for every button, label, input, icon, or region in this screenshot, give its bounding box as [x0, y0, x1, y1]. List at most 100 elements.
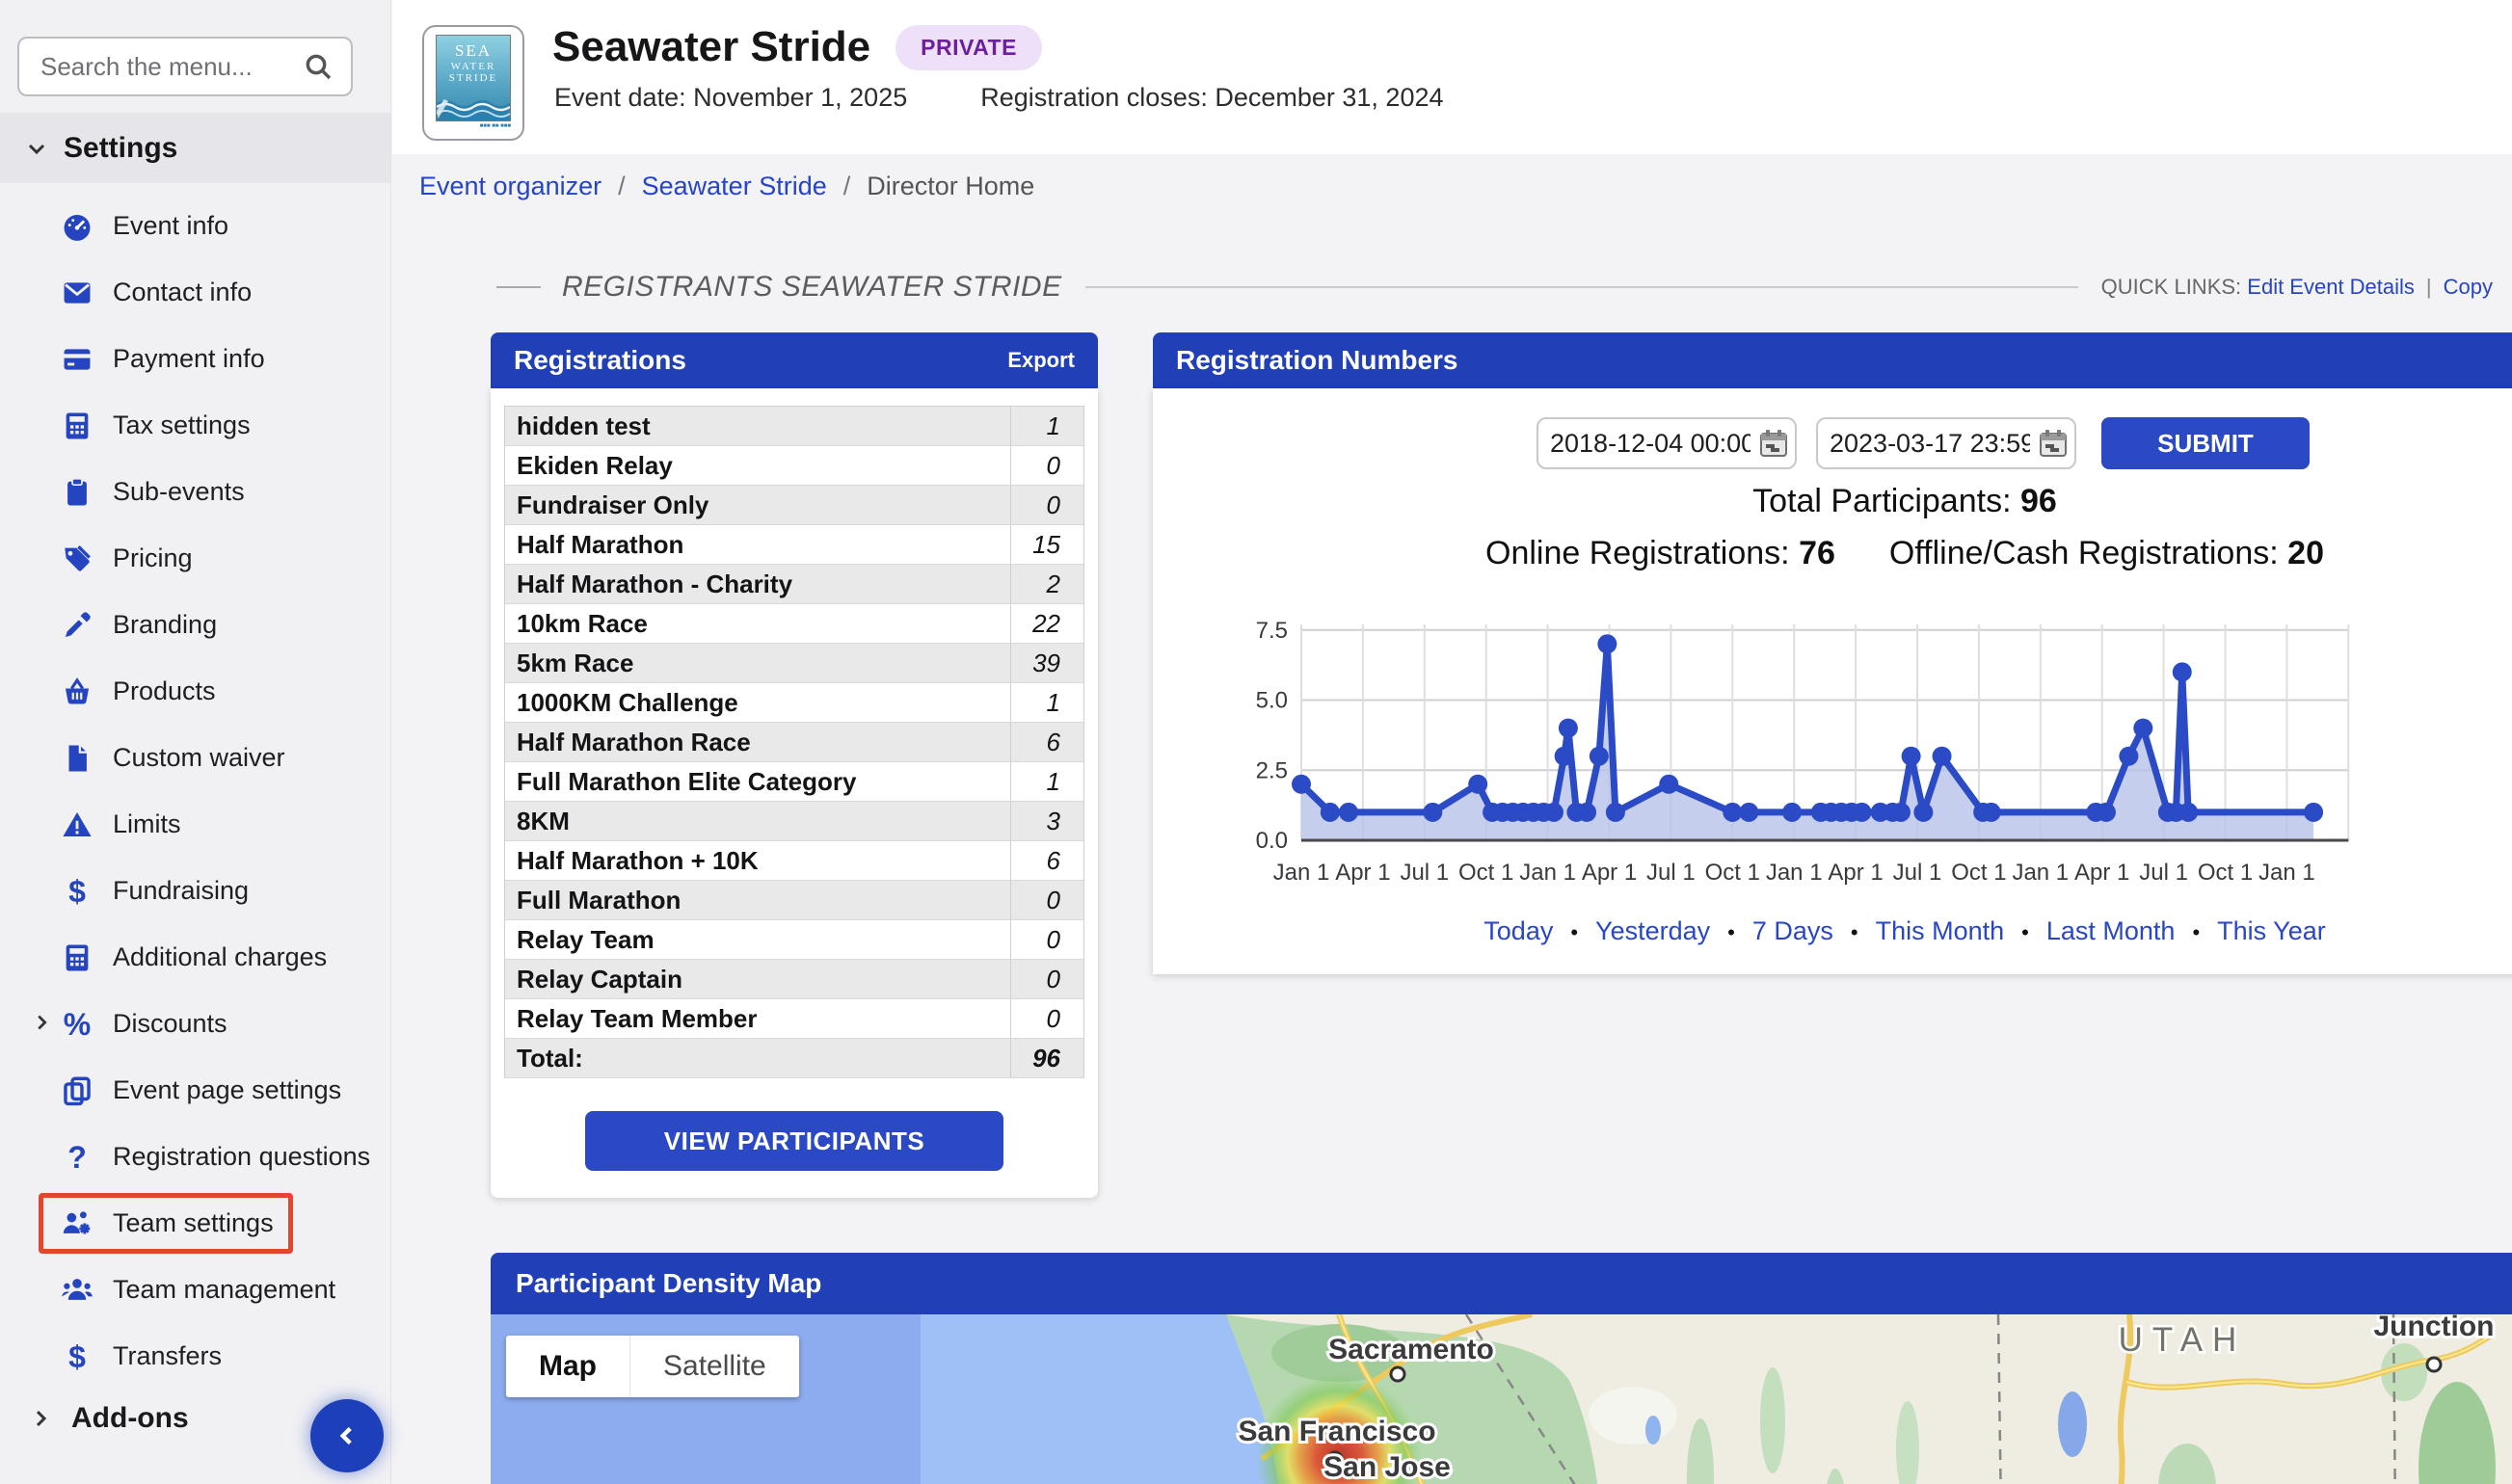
sidebar-item-custom-waiver[interactable]: Custom waiver [0, 725, 390, 791]
sidebar-item-fundraising[interactable]: $ Fundraising [0, 858, 390, 924]
sidebar-item-label: Contact info [113, 278, 253, 306]
gauge-icon [60, 209, 94, 244]
logo-text: WATER [450, 61, 496, 72]
row-label: hidden test [504, 406, 1011, 446]
sidebar-collapse-button[interactable] [310, 1399, 384, 1472]
online-value: 76 [1799, 535, 1835, 571]
sidebar-item-registration-questions[interactable]: ? Registration questions [0, 1124, 390, 1190]
edit-event-details-link[interactable]: Edit Event Details [2247, 275, 2415, 299]
warning-icon [60, 808, 94, 842]
sidebar-item-additional-charges[interactable]: Additional charges [0, 924, 390, 991]
breadcrumb-event-organizer[interactable]: Event organizer [419, 172, 602, 200]
offline-label: Offline/Cash Registrations: [1888, 535, 2279, 571]
sidebar-item-team-settings[interactable]: Team settings [0, 1190, 390, 1257]
registration-numbers-panel: Registration Numbers [1153, 332, 2512, 974]
breadcrumb-seawater-stride[interactable]: Seawater Stride [641, 172, 827, 200]
row-value: 0 [1010, 998, 1084, 1039]
svg-text:7.5: 7.5 [1256, 618, 1288, 644]
table-row: Half Marathon - Charity 2 [504, 564, 1084, 604]
search-icon [303, 51, 334, 82]
sidebar-item-label: Sub-events [113, 477, 245, 506]
row-value: 0 [1010, 919, 1084, 960]
range-link-this-year[interactable]: This Year [2217, 916, 2326, 945]
calendar-icon[interactable] [1758, 428, 1789, 459]
table-row: 5km Race 39 [504, 643, 1084, 683]
svg-text:2.5: 2.5 [1256, 757, 1288, 783]
svg-text:Apr 1: Apr 1 [1335, 860, 1390, 886]
sidebar-item-label: Tax settings [113, 411, 251, 439]
sidebar-addons-label: Add-ons [71, 1402, 189, 1434]
sidebar-item-limits[interactable]: Limits [0, 791, 390, 858]
sidebar-item-products[interactable]: Products [0, 658, 390, 725]
calculator-icon [60, 941, 94, 975]
calendar-icon[interactable] [2038, 428, 2069, 459]
breadcrumb-current: Director Home [867, 172, 1035, 200]
logo-caption: ■■■ ■■ ■■■ [479, 123, 511, 129]
sidebar-item-team-management[interactable]: Team management [0, 1257, 390, 1323]
range-link-last-month[interactable]: Last Month [2045, 916, 2176, 945]
date-from-input[interactable] [1537, 417, 1797, 469]
sidebar-item-label: Team management [113, 1275, 336, 1304]
credit-card-icon [60, 342, 94, 377]
sidebar-section-apps[interactable]: Apps [0, 1461, 390, 1484]
range-link-today[interactable]: Today [1483, 916, 1554, 945]
sidebar-item-label: Limits [113, 809, 181, 838]
copy-link[interactable]: Copy [2443, 275, 2493, 299]
table-row: Relay Captain 0 [504, 959, 1084, 999]
search-input[interactable] [17, 37, 353, 96]
row-label: Relay Team Member [504, 998, 1011, 1039]
envelope-icon [60, 276, 94, 310]
svg-text:Jan 1: Jan 1 [2012, 860, 2069, 886]
sidebar-item-sub-events[interactable]: Sub-events [0, 459, 390, 525]
sidebar-item-label: Team settings [113, 1208, 274, 1237]
bullet-separator: • [2021, 920, 2029, 944]
row-label: 10km Race [504, 603, 1011, 644]
row-value: 6 [1010, 722, 1084, 762]
map-button[interactable]: Map [506, 1336, 629, 1397]
svg-text:Jul 1: Jul 1 [1893, 860, 1942, 886]
sidebar-item-label: Products [113, 676, 216, 705]
export-button[interactable]: Export [1007, 348, 1075, 372]
sidebar-item-discounts[interactable]: % Discounts [0, 991, 390, 1057]
sidebar-item-payment-info[interactable]: Payment info [0, 326, 390, 392]
sidebar-item-branding[interactable]: Branding [0, 592, 390, 658]
chevron-right-icon [29, 1407, 52, 1430]
registration-numbers-title: Registration Numbers [1176, 345, 1458, 375]
sidebar-item-pricing[interactable]: Pricing [0, 525, 390, 592]
private-badge: PRIVATE [895, 24, 1042, 70]
row-value: 0 [1010, 880, 1084, 920]
map-label-sacramento: Sacramento [1328, 1334, 1494, 1365]
table-row: 10km Race 22 [504, 603, 1084, 644]
registrations-panel: Registrations Export hidden test 1 Ekiden … [491, 332, 1098, 1198]
date-to-input[interactable] [1816, 417, 2076, 469]
chevron-right-icon [31, 1012, 52, 1033]
table-row: Half Marathon 15 [504, 524, 1084, 565]
range-link-yesterday[interactable]: Yesterday [1595, 916, 1711, 945]
sidebar-item-contact-info[interactable]: Contact info [0, 259, 390, 326]
sidebar-item-label: Pricing [113, 543, 193, 572]
total-participants-label: Total Participants: [1752, 483, 2012, 519]
row-value: 1 [1010, 682, 1084, 723]
row-label: Half Marathon Race [504, 722, 1011, 762]
range-link-this-month[interactable]: This Month [1875, 916, 2005, 945]
submit-button[interactable]: SUBMIT [2101, 417, 2310, 469]
sidebar-item-tax-settings[interactable]: Tax settings [0, 392, 390, 459]
logo-waves [437, 99, 510, 120]
registrations-chart: 0.0 2.5 5.0 7.5 Jan 1 Apr 1 Jul 1 Oct 1 Jan 1 Apr… [1209, 598, 2500, 917]
sidebar-item-label: Additional charges [113, 942, 328, 971]
sidebar-section-settings[interactable]: Settings [0, 113, 390, 183]
sidebar-section-addons[interactable]: Add-ons [0, 1384, 390, 1453]
sidebar-item-event-info[interactable]: Event info [0, 193, 390, 259]
map-label-junction: Junction [2374, 1314, 2495, 1342]
table-row: Half Marathon + 10K 6 [504, 840, 1084, 881]
view-participants-button[interactable]: VIEW PARTICIPANTS [585, 1111, 1003, 1171]
range-link-7-days[interactable]: 7 Days [1751, 916, 1833, 945]
sidebar-item-transfers[interactable]: $ Transfers [0, 1323, 390, 1390]
svg-text:Oct 1: Oct 1 [1705, 860, 1760, 886]
row-label: Fundraiser Only [504, 485, 1011, 525]
map-canvas[interactable]: Sacramento San Francisco San Jose UTAH J… [491, 1314, 2512, 1484]
sidebar-item-event-page-settings[interactable]: Event page settings [0, 1057, 390, 1124]
bullet-separator: • [2192, 920, 2201, 944]
satellite-button[interactable]: Satellite [629, 1336, 799, 1397]
